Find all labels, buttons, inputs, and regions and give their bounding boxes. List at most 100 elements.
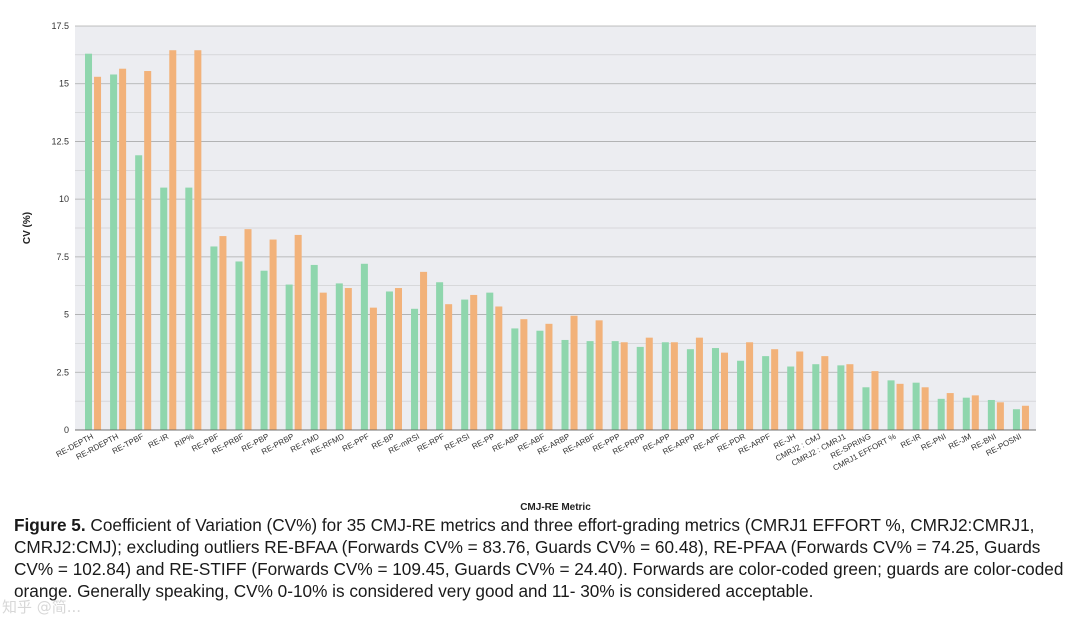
- forwards-bar: [887, 380, 895, 430]
- forwards-bar: [987, 399, 995, 430]
- guards-bar: [921, 387, 929, 430]
- x-tick-label: RE-JM: [947, 432, 973, 452]
- y-tick-label: 7.5: [56, 252, 69, 262]
- forwards-bar: [862, 387, 870, 430]
- forwards-bar: [436, 282, 444, 430]
- x-tick-label: RE-ABP: [491, 432, 522, 454]
- guards-bar: [771, 349, 779, 430]
- bar-chart: 0 2.5 5 7.5 10 12.5 15 17.5 RE-DEPTHRE-RDEPTHRE…: [22, 21, 1036, 513]
- forwards-bar: [135, 155, 143, 430]
- guards-bar: [1021, 405, 1029, 430]
- y-axis-title: CV (%): [22, 212, 33, 244]
- guards-bar: [620, 342, 628, 430]
- y-tick-label: 15: [59, 79, 69, 89]
- y-axis-ticks: 0 2.5 5 7.5 10 12.5 15 17.5: [51, 21, 69, 435]
- forwards-bar: [85, 53, 93, 431]
- guards-bar: [369, 307, 377, 430]
- forwards-bar: [335, 283, 343, 430]
- guards-bar: [319, 292, 327, 430]
- forwards-bar: [611, 341, 619, 430]
- x-tick-label: RE-PPF: [341, 432, 371, 454]
- guards-bar: [119, 68, 127, 431]
- forwards-bar: [686, 349, 694, 430]
- bars: [85, 50, 1029, 431]
- guards-bar: [470, 294, 478, 430]
- guards-bar: [144, 71, 152, 430]
- forwards-bar: [260, 270, 268, 430]
- forwards-bar: [711, 348, 719, 430]
- guards-bar: [94, 76, 102, 430]
- guards-bar: [645, 337, 653, 430]
- forwards-bar: [636, 346, 644, 430]
- forwards-bar: [461, 299, 469, 430]
- caption-text: Coefficient of Variation (CV%) for 35 CM…: [14, 515, 1064, 601]
- x-tick-label: RE-PNI: [919, 432, 947, 453]
- forwards-bar: [110, 74, 118, 430]
- guards-bar: [244, 229, 252, 430]
- guards-bar: [896, 383, 904, 430]
- x-tick-label: RE-IR: [899, 432, 923, 450]
- x-tick-label: RE-RSI: [443, 432, 471, 453]
- guards-bar: [971, 395, 979, 430]
- gridlines: [75, 25, 1036, 431]
- x-axis-title: CMJ-RE Metric: [520, 502, 591, 513]
- guards-bar: [294, 234, 302, 430]
- guards-bar: [269, 239, 277, 430]
- forwards-bar: [661, 342, 669, 430]
- guards-bar: [720, 352, 729, 430]
- guards-bar: [695, 337, 703, 430]
- forwards-bar: [235, 261, 243, 430]
- forwards-bar: [285, 284, 293, 430]
- forwards-bar: [536, 330, 544, 430]
- guards-bar: [520, 319, 528, 430]
- forwards-bar: [1012, 409, 1020, 430]
- forwards-bar: [561, 339, 569, 430]
- guards-bar: [344, 288, 352, 430]
- forwards-bar: [310, 264, 318, 430]
- forwards-bar: [160, 187, 168, 430]
- forwards-bar: [837, 365, 845, 430]
- guards-bar: [194, 50, 202, 431]
- forwards-bar: [937, 398, 945, 430]
- y-tick-label: 12.5: [51, 136, 69, 146]
- y-tick-label: 10: [59, 194, 69, 204]
- guards-bar: [746, 342, 754, 430]
- figure-label: Figure 5.: [14, 515, 86, 535]
- guards-bar: [821, 356, 829, 430]
- forwards-bar: [812, 364, 820, 430]
- x-tick-label: RE-RPF: [416, 432, 447, 454]
- forwards-bar: [210, 246, 218, 430]
- forwards-bar: [511, 328, 519, 430]
- guards-bar: [996, 402, 1004, 430]
- forwards-bar: [912, 382, 920, 430]
- forwards-bar: [185, 187, 193, 430]
- guards-bar: [495, 306, 503, 430]
- forwards-bar: [586, 341, 594, 430]
- forwards-bar: [737, 360, 745, 430]
- guards-bar: [420, 271, 428, 430]
- guards-bar: [871, 371, 879, 430]
- guards-bar: [846, 364, 854, 430]
- guards-bar: [545, 323, 553, 430]
- y-tick-label: 5: [64, 310, 69, 320]
- guards-bar: [570, 315, 578, 430]
- forwards-bar: [762, 356, 770, 430]
- guards-bar: [595, 320, 603, 430]
- guards-bar: [796, 351, 804, 430]
- x-tick-label: RE-IR: [147, 432, 171, 450]
- forwards-bar: [486, 292, 494, 430]
- chart-area: 0 2.5 5 7.5 10 12.5 15 17.5 RE-DEPTH RE-RDEPTH RE…: [22, 21, 1036, 513]
- guards-bar: [946, 393, 954, 430]
- forwards-bar: [360, 263, 368, 430]
- guards-bar: [219, 236, 227, 430]
- guards-bar: [169, 50, 177, 431]
- forwards-bar: [962, 397, 970, 430]
- guards-bar: [445, 304, 453, 430]
- figure-caption: Figure 5. Coefficient of Variation (CV%)…: [14, 514, 1064, 602]
- y-tick-label: 2.5: [56, 367, 69, 377]
- forwards-bar: [385, 291, 393, 430]
- guards-bar: [394, 288, 402, 430]
- guards-bar: [670, 342, 678, 430]
- forwards-bar: [411, 308, 419, 430]
